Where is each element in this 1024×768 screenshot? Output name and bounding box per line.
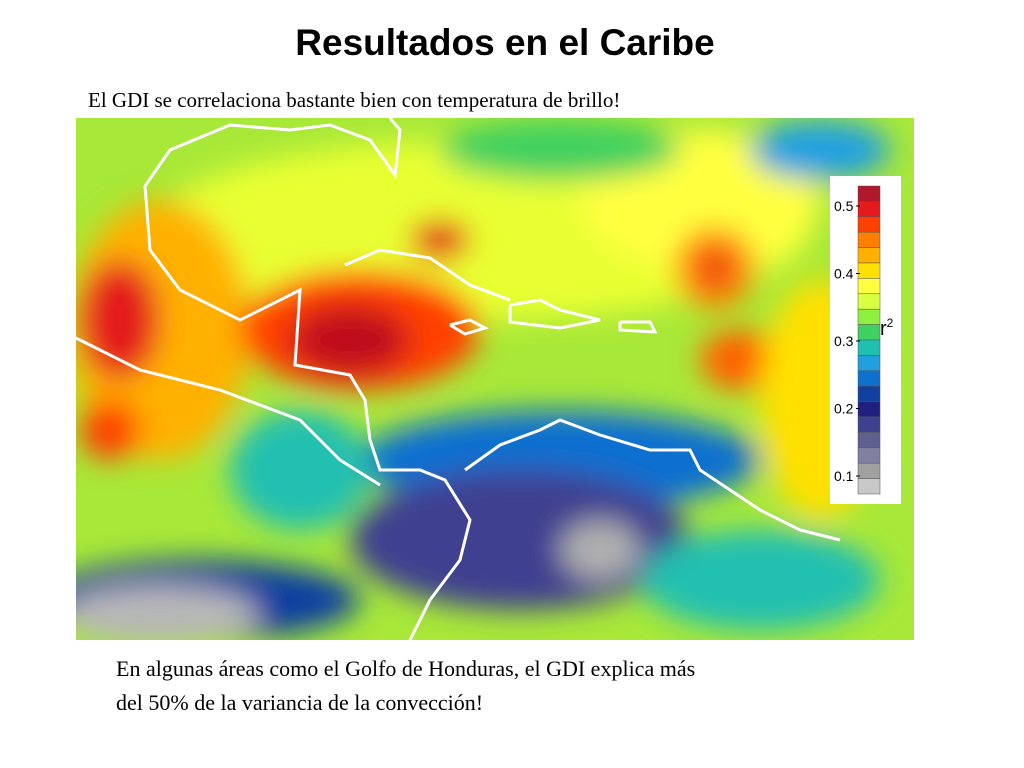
- color-swatch: [857, 339, 881, 356]
- color-swatch: [857, 293, 881, 310]
- subtitle: El GDI se correlaciona bastante bien con…: [88, 88, 621, 112]
- heat-map: [76, 118, 914, 640]
- color-swatch: [857, 401, 881, 418]
- caption-line: del 50% de la variancia de la convección…: [116, 690, 484, 715]
- color-swatch: [857, 416, 881, 433]
- color-swatch: [857, 370, 881, 387]
- color-swatch: [857, 447, 881, 464]
- color-bar: 0.5 0.4 0.3 0.2 0.1: [834, 185, 881, 495]
- color-swatch: [857, 231, 881, 248]
- tick-label: 0.3: [834, 333, 854, 349]
- color-swatch: [857, 355, 881, 372]
- color-swatch: [857, 385, 881, 402]
- color-swatch: [857, 462, 881, 479]
- color-swatch: [857, 308, 881, 325]
- color-swatch: [857, 324, 881, 341]
- tick-label: 0.4: [834, 266, 854, 282]
- color-swatch: [857, 432, 881, 449]
- color-swatch: [857, 216, 881, 233]
- color-swatch: [857, 201, 881, 218]
- color-swatch: [857, 478, 881, 495]
- color-swatch: [857, 262, 881, 279]
- tick-label: 0.2: [834, 401, 854, 417]
- tick-label: 0.5: [834, 198, 854, 214]
- slide-title: Resultados en el Caribe: [295, 22, 715, 63]
- color-swatch: [857, 247, 881, 264]
- legend-symbol: r: [880, 318, 887, 340]
- legend-label: r2: [880, 316, 894, 340]
- tick-label: 0.1: [834, 468, 854, 484]
- color-swatch: [857, 278, 881, 295]
- color-swatch: [857, 185, 881, 202]
- caption-line: En algunas áreas como el Golfo de Hondur…: [116, 656, 696, 681]
- legend-superscript: 2: [887, 316, 894, 330]
